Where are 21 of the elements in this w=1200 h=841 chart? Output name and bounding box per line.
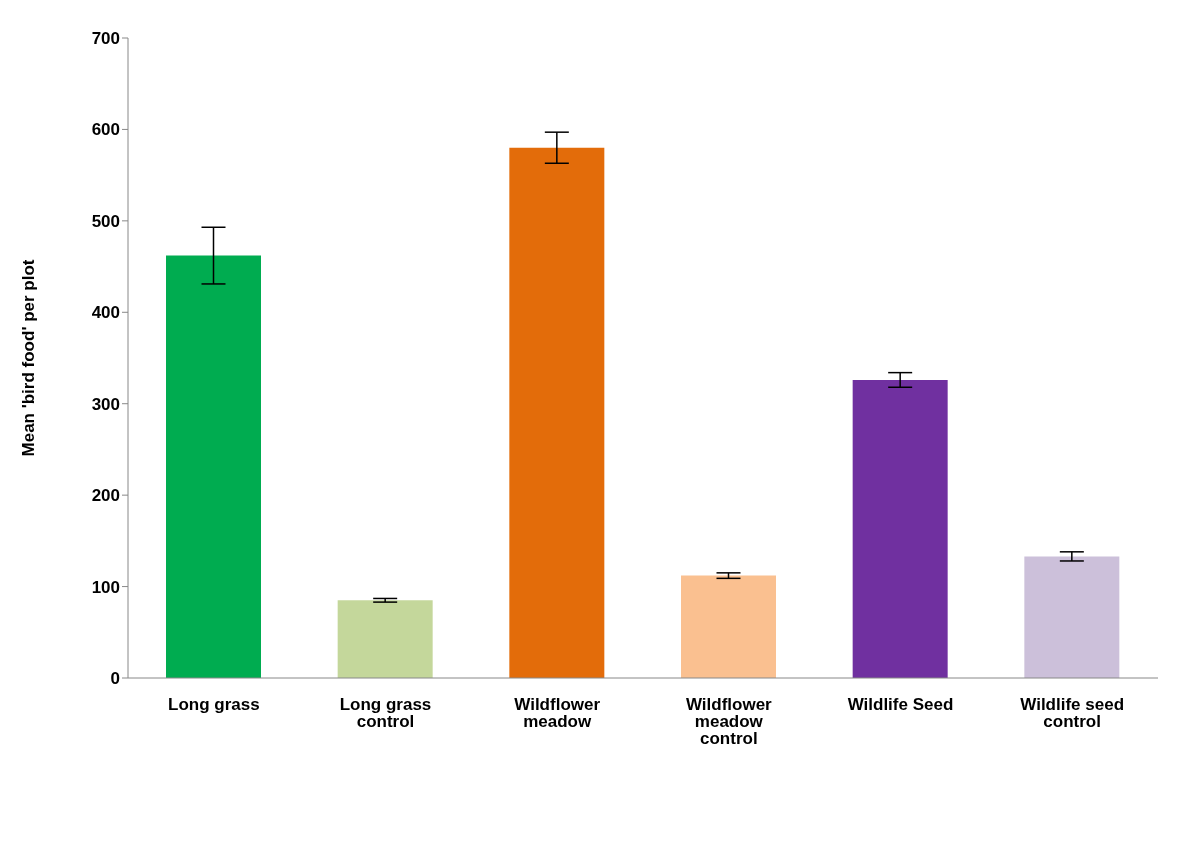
x-tick-label: Long grass <box>168 695 260 715</box>
y-tick-label: 100 <box>91 577 120 597</box>
bar <box>166 255 261 678</box>
y-tick-label: 200 <box>91 486 120 506</box>
x-tick-label: Long grass control <box>339 695 432 732</box>
bar <box>681 575 776 678</box>
x-tick-label: Wildflower meadow control <box>685 695 773 749</box>
y-tick-label: 400 <box>91 303 120 323</box>
bar <box>509 147 605 678</box>
bar <box>337 600 433 678</box>
x-tick-label: Wildflower meadow <box>514 695 601 732</box>
bar <box>1024 556 1120 678</box>
y-tick-label: 0 <box>110 669 120 689</box>
y-tick-label: 700 <box>91 29 120 49</box>
y-tick-label: 600 <box>91 120 120 140</box>
y-tick-label: 500 <box>91 211 120 231</box>
bar <box>852 379 948 678</box>
y-tick-label: 300 <box>91 394 120 414</box>
y-axis-title: Mean 'bird food' per plot <box>19 259 39 457</box>
x-tick-label: Wildlife Seed <box>847 695 954 715</box>
x-tick-label: Wildlife seed control <box>1020 695 1125 732</box>
